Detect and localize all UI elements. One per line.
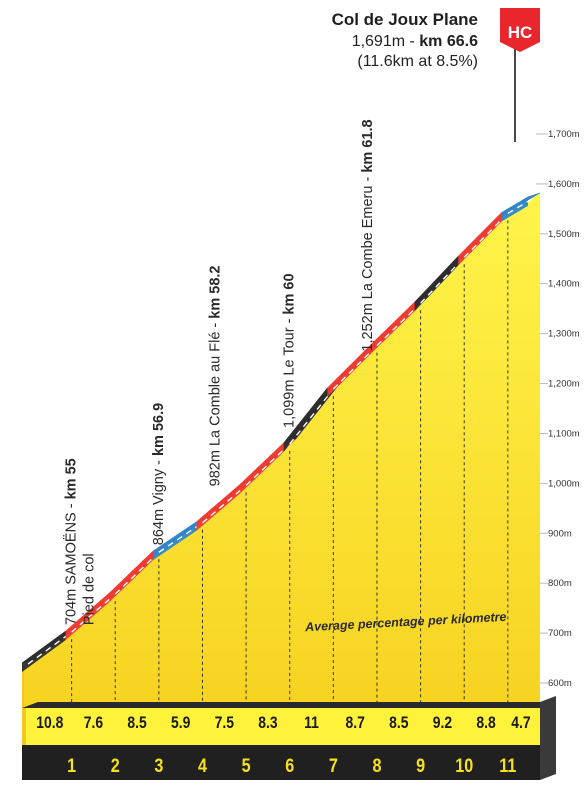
waypoint: 1,099m Le Tour - km 60 bbox=[282, 273, 298, 428]
waypoint-name: 982m La Comble au Flé - bbox=[208, 319, 224, 487]
road-segment-edge bbox=[501, 196, 528, 222]
road-centre-line bbox=[158, 522, 203, 553]
svg-text:1,691m - km 66.6: 1,691m - km 66.6 bbox=[352, 33, 478, 50]
waypoint-label: 704m SAMOËNS - km 55 bbox=[63, 458, 80, 625]
km-marker: 9 bbox=[416, 755, 425, 777]
waypoint-label: 864m Vigny - km 56.9 bbox=[151, 403, 167, 545]
road-centre-line bbox=[289, 388, 334, 445]
gradient-value: 5.9 bbox=[171, 714, 191, 733]
road-segment-edge bbox=[152, 521, 197, 561]
flag-shape bbox=[500, 8, 540, 52]
summit-name: Col de Joux Plane bbox=[332, 10, 478, 29]
km-marker: 4 bbox=[198, 755, 207, 777]
road-segment-edge bbox=[240, 442, 284, 494]
gradient-value: 8.7 bbox=[345, 714, 364, 733]
profile-left-face bbox=[22, 661, 24, 708]
gradient-value: 11 bbox=[304, 714, 319, 733]
y-tick-label: 900m bbox=[548, 528, 572, 539]
road-segment-edge bbox=[327, 344, 371, 398]
km-marker: 6 bbox=[285, 755, 294, 777]
road-segment-edge bbox=[414, 256, 459, 312]
road-centre-line bbox=[202, 484, 247, 524]
waypoint-km: km 58.2 bbox=[208, 265, 224, 318]
summit-header: Col de Joux Plane 1,691m - km 66.6 (11.6… bbox=[332, 10, 479, 70]
km-marker: 5 bbox=[242, 755, 251, 777]
hc-category-flag: HC bbox=[500, 8, 540, 142]
y-tick-label: 1,100m bbox=[548, 428, 580, 439]
summit-stats: (11.6km at 8.5%) bbox=[357, 53, 478, 70]
gradient-band-edge bbox=[22, 708, 26, 745]
road-centre-line bbox=[507, 197, 535, 214]
base-strip bbox=[22, 696, 556, 780]
km-band bbox=[22, 745, 540, 780]
waypoint-name: 704m SAMOËNS - bbox=[63, 499, 80, 625]
y-tick-label: 800m bbox=[548, 578, 572, 589]
km-marker: 7 bbox=[329, 755, 338, 777]
waypoint: 982m La Comble au Flé - km 58.2 bbox=[208, 265, 224, 486]
y-tick-label: 1,300m bbox=[548, 329, 580, 340]
road-centre-line bbox=[71, 593, 116, 633]
gradient-value: 9.2 bbox=[433, 714, 453, 733]
km-divider-lines bbox=[71, 220, 509, 706]
y-axis-ticks: 600m 700m 800m 900m 1,000m 1,100m 1,200m 1,300m… bbox=[548, 129, 580, 689]
road-segment-edge bbox=[370, 302, 415, 354]
gradient-band bbox=[22, 708, 540, 745]
road-segment-edge bbox=[283, 388, 328, 452]
road-segment-edge bbox=[458, 212, 502, 266]
waypoint-name: 864m Vigny - bbox=[151, 456, 167, 545]
km-marker: 10 bbox=[455, 755, 473, 777]
gradient-value: 8.3 bbox=[258, 714, 278, 733]
y-tick-label: 1,600m bbox=[548, 179, 580, 190]
gradient-value: 7.6 bbox=[84, 714, 104, 733]
waypoint-label: 1,252m La Combe Emeru - km 61.8 bbox=[360, 119, 376, 351]
road-segment-edge bbox=[196, 484, 241, 531]
gradient-value: 7.5 bbox=[215, 714, 235, 733]
waypoint-name: 1,252m La Combe Emeru - bbox=[360, 173, 376, 352]
y-tick-label: 1,000m bbox=[548, 478, 580, 489]
y-tick-label: 1,500m bbox=[548, 229, 580, 240]
waypoint-label: 982m La Comble au Flé - km 58.2 bbox=[208, 265, 224, 486]
y-tick-label: 1,700m bbox=[548, 129, 580, 140]
waypoint: 864m Vigny - km 56.9 bbox=[151, 403, 167, 545]
waypoint-km: km 56.9 bbox=[151, 403, 167, 456]
waypoint-name: 1,099m Le Tour - bbox=[282, 315, 298, 428]
y-tick-label: 600m bbox=[548, 678, 572, 689]
gradient-value: 8.5 bbox=[127, 714, 147, 733]
gradient-value: 4.7 bbox=[511, 714, 530, 733]
gradient-value: 8.5 bbox=[389, 714, 409, 733]
waypoint-label: 1,099m Le Tour - km 60 bbox=[282, 273, 298, 428]
summit-altitude: 1,691m - bbox=[352, 33, 420, 50]
base-top-ledge bbox=[22, 702, 556, 708]
road-segment-edge bbox=[22, 631, 66, 673]
km-marker-labels: 1 2 3 4 5 6 7 8 9 10 11 bbox=[67, 755, 516, 777]
km-marker: 8 bbox=[372, 755, 381, 777]
y-tick-label: 700m bbox=[548, 628, 572, 639]
gradient-value: 10.8 bbox=[36, 714, 63, 733]
km-marker: 1 bbox=[67, 755, 76, 777]
km-marker: 2 bbox=[111, 755, 120, 777]
waypoint-km: km 55 bbox=[64, 458, 80, 499]
road-segment-edge bbox=[109, 551, 153, 603]
waypoint-km: km 60 bbox=[282, 273, 298, 314]
waypoint: 1,252m La Combe Emeru - km 61.8 bbox=[360, 119, 376, 351]
summit-km: km 66.6 bbox=[419, 33, 478, 50]
gradient-labels: 10.8 7.6 8.5 5.9 7.5 8.3 11 8.7 8.5 9.2 8.8 4.7 bbox=[36, 714, 530, 733]
waypoint-sub: Pied de col bbox=[82, 553, 98, 625]
road-centre-line bbox=[27, 631, 73, 665]
y-tick-label: 1,400m bbox=[548, 279, 580, 290]
waypoint-km: km 61.8 bbox=[360, 119, 376, 172]
base-right-face bbox=[540, 696, 556, 780]
km-marker: 11 bbox=[499, 755, 516, 777]
km-marker: 3 bbox=[154, 755, 163, 777]
gradient-value: 8.8 bbox=[476, 714, 496, 733]
gradient-road bbox=[21, 192, 541, 673]
y-tick-label: 1,200m bbox=[548, 379, 580, 390]
hc-label: HC bbox=[508, 23, 533, 42]
road-segment-edge bbox=[65, 593, 110, 641]
